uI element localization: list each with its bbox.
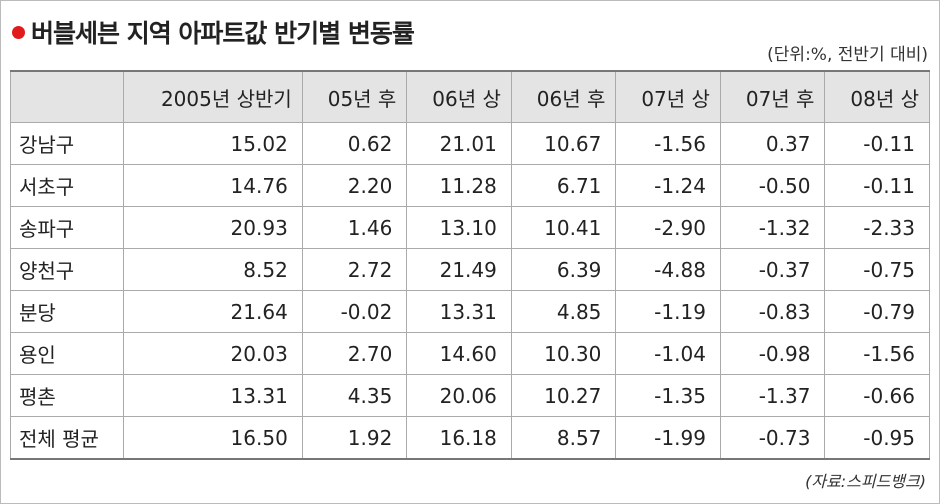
cell: 0.37 — [719, 122, 826, 165]
cell: -0.75 — [824, 248, 930, 291]
column-header: 2005년 상반기 — [123, 70, 303, 123]
cell: -1.56 — [824, 332, 930, 375]
column-header: 06년 후 — [510, 70, 617, 123]
cell: 1.46 — [301, 206, 408, 249]
source: (자료:스피드뱅크) — [805, 472, 926, 491]
cell: -0.73 — [719, 416, 826, 460]
cell: 13.10 — [406, 206, 512, 249]
cell: -0.11 — [824, 122, 930, 165]
row: 전체 평균 16.50 1.92 16.18 8.57 -1.99 -0.73 -0.95 — [10, 416, 930, 460]
cell: 1.92 — [301, 416, 408, 460]
row: 분당 21.64 -0.02 13.31 4.85 -1.19 -0.83 -0.79 — [10, 290, 930, 333]
row: 평촌 13.31 4.35 20.06 10.27 -1.35 -1.37 -0.66 — [10, 374, 930, 417]
cell: 15.02 — [123, 122, 303, 165]
cell: -1.35 — [615, 374, 721, 417]
table-body: 강남구 15.02 0.62 21.01 10.67 -1.56 0.37 -0.11 서초구 1… — [10, 122, 930, 460]
column-header: 06년 상 — [406, 70, 512, 123]
row: 송파구 20.93 1.46 13.10 10.41 -2.90 -1.32 -2.33 — [10, 206, 930, 249]
cell: -4.88 — [615, 248, 721, 291]
row-header: 평촌 — [10, 374, 124, 417]
cell: 4.35 — [301, 374, 408, 417]
cell: 8.52 — [123, 248, 303, 291]
row-header: 전체 평균 — [10, 416, 124, 460]
cell: 2.20 — [301, 164, 408, 207]
cell: -0.37 — [719, 248, 826, 291]
cell: 11.28 — [406, 164, 512, 207]
row-header: 송파구 — [10, 206, 124, 249]
row: 용인 20.03 2.70 14.60 10.30 -1.04 -0.98 -1.56 — [10, 332, 930, 375]
column-header: 05년 후 — [301, 70, 408, 123]
row: 양천구 8.52 2.72 21.49 6.39 -4.88 -0.37 -0.75 — [10, 248, 930, 291]
cell: 8.57 — [510, 416, 617, 460]
row: 강남구 15.02 0.62 21.01 10.67 -1.56 0.37 -0.11 — [10, 122, 930, 165]
cell: 21.64 — [123, 290, 303, 333]
cell: 6.39 — [510, 248, 617, 291]
cell: -0.95 — [824, 416, 930, 460]
cell: 21.49 — [406, 248, 512, 291]
cell: 13.31 — [406, 290, 512, 333]
cell: 2.70 — [301, 332, 408, 375]
cell: -0.11 — [824, 164, 930, 207]
cell: 0.62 — [301, 122, 408, 165]
row-header: 서초구 — [10, 164, 124, 207]
cell: 14.60 — [406, 332, 512, 375]
row-header: 용인 — [10, 332, 124, 375]
header-row: 2005년 상반기 05년 후 06년 상 06년 후 07년 상 07년 후 08년 상 — [10, 70, 930, 123]
cell: -1.56 — [615, 122, 721, 165]
cell: -0.83 — [719, 290, 826, 333]
cell: 4.85 — [510, 290, 617, 333]
cell: -1.19 — [615, 290, 721, 333]
cell: 10.27 — [510, 374, 617, 417]
title-block: 버블세븐 지역 아파트값 반기별 변동률 — [12, 14, 415, 50]
cell: -1.99 — [615, 416, 721, 460]
row-header: 강남구 — [10, 122, 124, 165]
cell: -1.32 — [719, 206, 826, 249]
cell: -2.33 — [824, 206, 930, 249]
cell: 6.71 — [510, 164, 617, 207]
bullet — [12, 26, 25, 39]
cell: 16.50 — [123, 416, 303, 460]
cell: 13.31 — [123, 374, 303, 417]
unit: (단위:%, 전반기 대비) — [767, 45, 928, 65]
cell: -1.24 — [615, 164, 721, 207]
cell: 20.93 — [123, 206, 303, 249]
row-header: 분당 — [10, 290, 124, 333]
row: 서초구 14.76 2.20 11.28 6.71 -1.24 -0.50 -0.11 — [10, 164, 930, 207]
title: 버블세븐 지역 아파트값 반기별 변동률 — [31, 19, 415, 48]
column-header: 07년 상 — [615, 70, 721, 123]
column-header: 08년 상 — [824, 70, 930, 123]
cell: 10.67 — [510, 122, 617, 165]
cell: 2.72 — [301, 248, 408, 291]
cell: -0.79 — [824, 290, 930, 333]
cell: -0.50 — [719, 164, 826, 207]
cell: 20.06 — [406, 374, 512, 417]
cell: 16.18 — [406, 416, 512, 460]
column-header: 07년 후 — [719, 70, 826, 123]
cell: -0.98 — [719, 332, 826, 375]
cell: -0.02 — [301, 290, 408, 333]
cell: 10.41 — [510, 206, 617, 249]
cell: -1.37 — [719, 374, 826, 417]
cell: 14.76 — [123, 164, 303, 207]
cell: -1.04 — [615, 332, 721, 375]
row-header: 양천구 — [10, 248, 124, 291]
corner — [10, 70, 124, 123]
cell: 10.30 — [510, 332, 617, 375]
cell: 21.01 — [406, 122, 512, 165]
cell: -2.90 — [615, 206, 721, 249]
cell: 20.03 — [123, 332, 303, 375]
cell: -0.66 — [824, 374, 930, 417]
